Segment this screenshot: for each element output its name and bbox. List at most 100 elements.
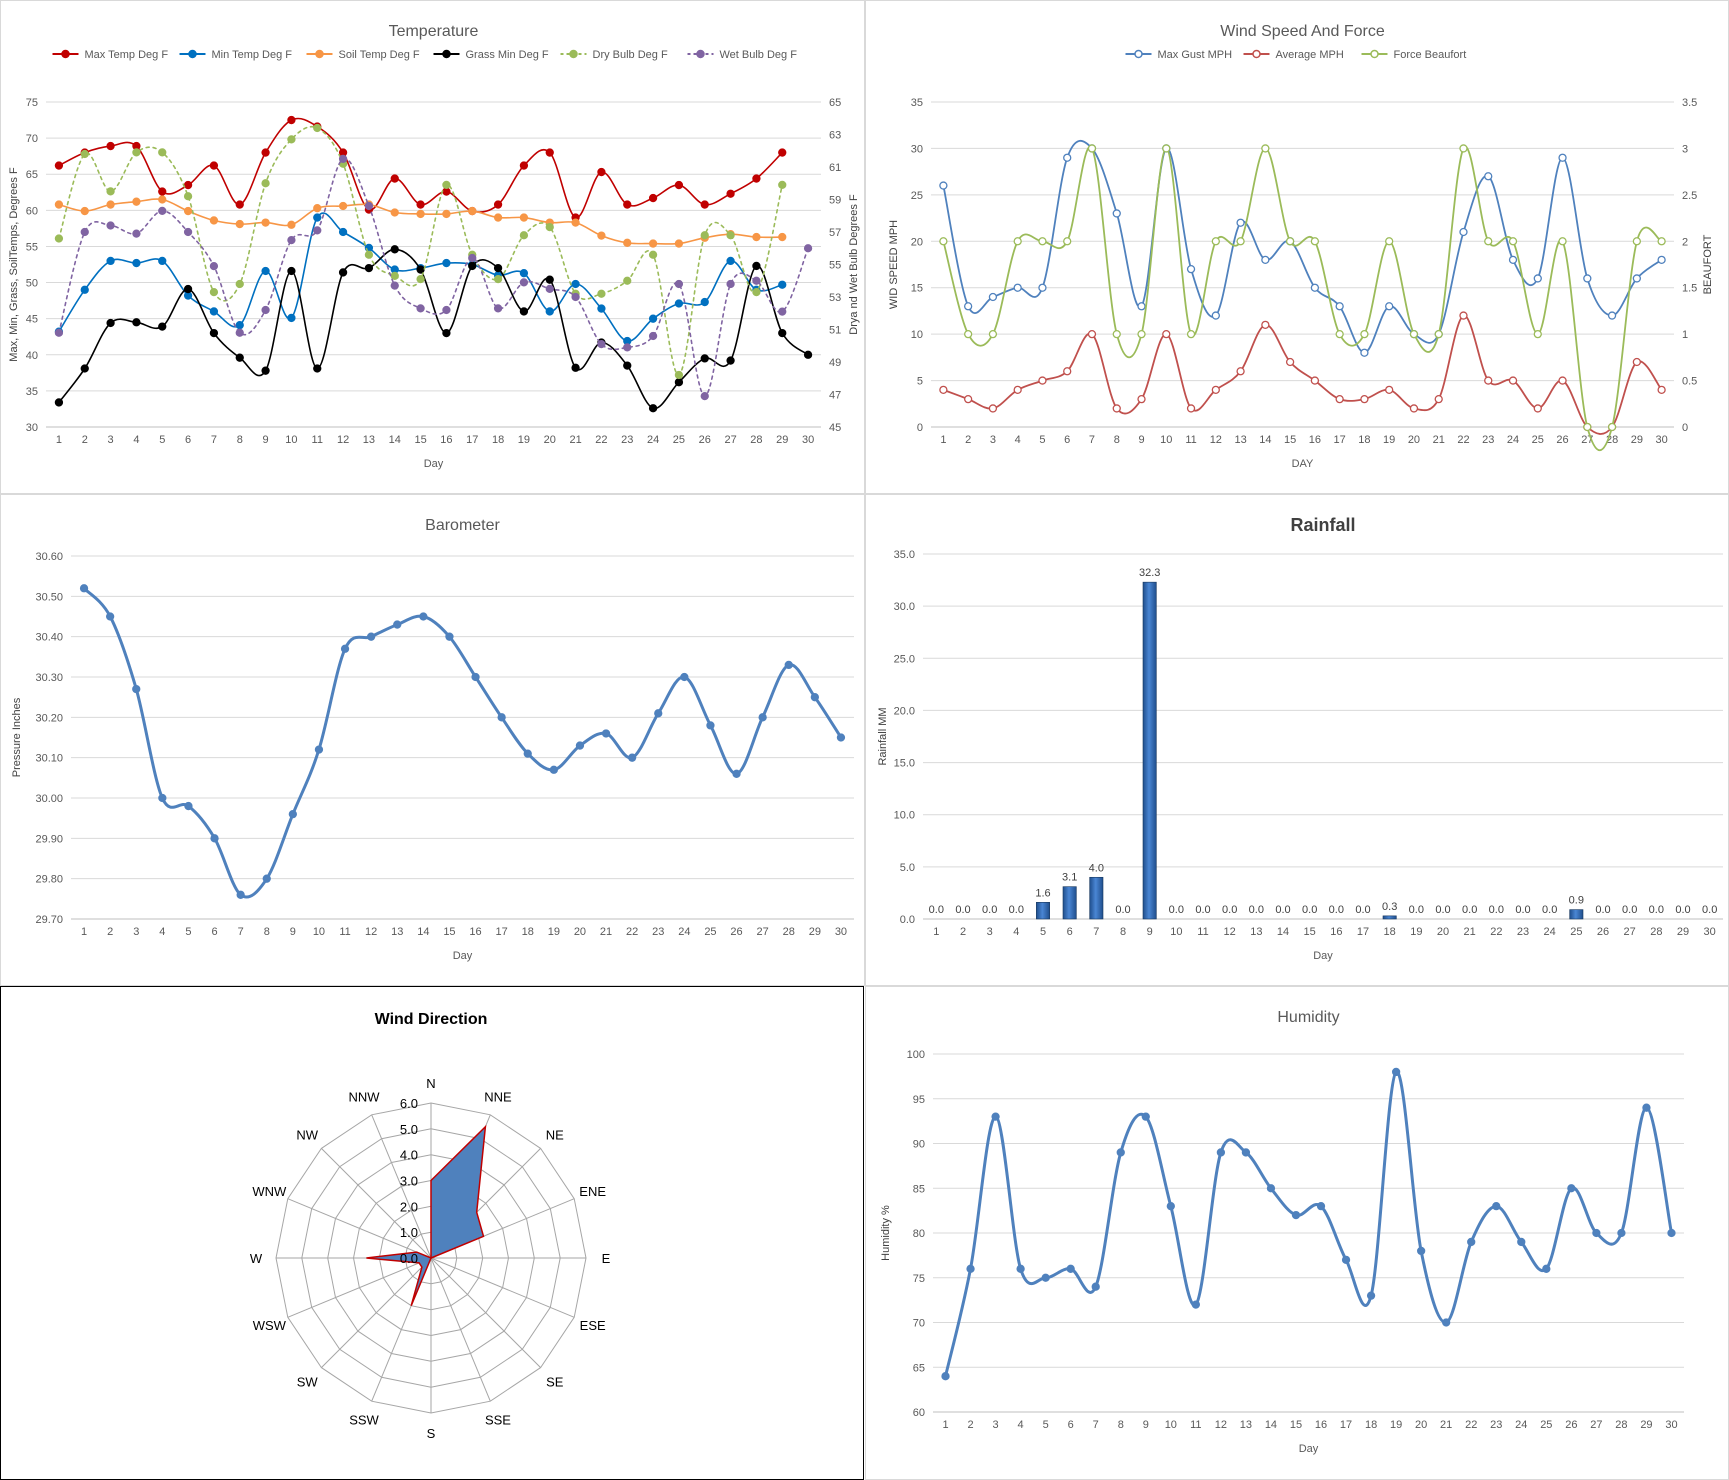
x-tick-label: 21 — [1464, 926, 1476, 938]
data-point — [493, 213, 503, 222]
data-point — [468, 253, 477, 263]
data-point — [1442, 1318, 1451, 1327]
data-point — [1567, 1184, 1576, 1193]
data-point — [313, 204, 322, 213]
x-tick-label: 3 — [990, 434, 996, 446]
x-tick-label: 13 — [1250, 926, 1262, 938]
data-point — [158, 187, 167, 196]
data-point — [1236, 218, 1245, 227]
x-tick-label: 12 — [1210, 434, 1222, 446]
data-point — [1038, 376, 1047, 385]
y-tick-label: 100 — [907, 1049, 925, 1061]
data-label: 0.0 — [1489, 904, 1504, 916]
data-point — [1558, 153, 1567, 162]
data-point — [519, 161, 529, 170]
data-point — [54, 161, 64, 170]
y-tick-label: 50 — [26, 278, 38, 290]
radial-tick-label: 6.0 — [400, 1096, 418, 1111]
data-point — [1310, 283, 1320, 292]
radial-tick-label: 2.0 — [400, 1199, 418, 1214]
x-tick-label: 17 — [1334, 434, 1346, 446]
data-point — [674, 180, 684, 190]
data-point — [1285, 237, 1295, 246]
data-point — [1642, 1103, 1651, 1112]
x-tick-label: 23 — [1482, 434, 1494, 446]
data-point — [262, 874, 271, 883]
data-point — [1038, 283, 1047, 292]
x-tick-label: 8 — [237, 434, 243, 446]
data-point — [700, 200, 709, 209]
data-point — [338, 268, 348, 277]
radar-spoke — [287, 1198, 432, 1259]
data-point — [778, 148, 787, 157]
x-axis-label: Day — [1299, 1443, 1319, 1455]
x-tick-label: 14 — [389, 434, 401, 446]
data-point — [571, 292, 580, 302]
data-point — [184, 801, 193, 811]
data-point — [519, 269, 529, 278]
data-point — [700, 297, 709, 307]
data-point — [939, 237, 948, 246]
data-point — [810, 693, 819, 702]
x-tick-label: 30 — [835, 926, 847, 938]
series-line — [58, 125, 784, 376]
data-point — [287, 313, 296, 323]
x-tick-label: 15 — [414, 434, 426, 446]
data-point — [648, 250, 658, 259]
data-point — [287, 266, 296, 276]
data-point — [1038, 237, 1047, 246]
data-point — [1459, 144, 1468, 153]
data-point — [416, 304, 425, 313]
data-point — [158, 322, 167, 331]
y2-tick-label: 53 — [829, 292, 841, 304]
data-point — [445, 632, 454, 641]
data-point — [235, 279, 244, 289]
data-point — [1241, 1148, 1251, 1157]
y2-axis-label: Drya nd Wet Bulb Degrees F — [848, 194, 860, 335]
y2-tick-label: 0 — [1682, 422, 1688, 434]
data-label: 0.0 — [955, 904, 970, 916]
data-point — [1657, 385, 1666, 395]
data-point — [700, 354, 709, 363]
y2-tick-label: 51 — [829, 325, 841, 337]
data-point — [1137, 302, 1146, 311]
x-tick-label: 3 — [987, 926, 993, 938]
data-point — [79, 584, 89, 593]
data-point — [209, 307, 219, 316]
data-point — [752, 261, 761, 271]
data-point — [1087, 144, 1097, 153]
y-tick-label: 30.10 — [35, 753, 63, 765]
x-tick-label: 22 — [626, 926, 638, 938]
data-point — [183, 206, 193, 216]
data-point — [597, 339, 606, 349]
x-tick-label: 20 — [1408, 434, 1420, 446]
x-tick-label: 7 — [211, 434, 217, 446]
y-tick-label: 75 — [913, 1273, 925, 1285]
x-tick-label: 3 — [108, 434, 114, 446]
data-point — [1632, 274, 1641, 283]
x-tick-label: 16 — [1315, 1419, 1327, 1431]
x-tick-label: 14 — [417, 926, 429, 938]
data-point — [1632, 357, 1641, 367]
data-point — [288, 809, 298, 819]
x-tick-label: 3 — [993, 1419, 999, 1431]
rain-bar — [1089, 876, 1104, 920]
data-label: 0.3 — [1382, 901, 1397, 913]
x-tick-label: 3 — [133, 926, 139, 938]
x-tick-label: 2 — [107, 926, 113, 938]
data-point — [623, 238, 632, 247]
data-label: 0.0 — [1009, 904, 1024, 916]
data-point — [545, 148, 554, 157]
data-point — [80, 285, 89, 294]
x-tick-label: 25 — [1570, 926, 1582, 938]
data-point — [1186, 404, 1196, 413]
direction-label: ENE — [579, 1184, 606, 1199]
radial-tick-label: 0.0 — [400, 1251, 418, 1266]
x-tick-label: 9 — [290, 926, 296, 938]
radar-spoke — [430, 1257, 541, 1368]
data-point — [1335, 394, 1344, 404]
y-tick-label: 35 — [911, 97, 923, 109]
x-tick-label: 14 — [1277, 926, 1289, 938]
legend-marker — [569, 49, 578, 59]
x-tick-label: 19 — [1410, 926, 1422, 938]
